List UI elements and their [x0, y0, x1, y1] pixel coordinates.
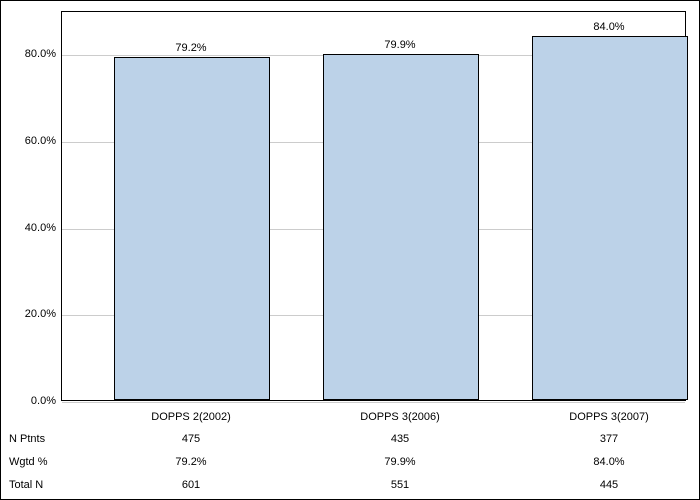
table-cell: 79.2% — [175, 456, 206, 468]
x-category-label: DOPPS 3(2007) — [569, 411, 648, 423]
y-tick-label: 0.0% — [1, 395, 56, 407]
bar — [532, 36, 688, 400]
gridline — [62, 402, 685, 403]
table-row-label: Total N — [9, 479, 43, 491]
table-cell: 445 — [600, 479, 618, 491]
table-cell: 377 — [600, 433, 618, 445]
bar-value-label: 84.0% — [593, 21, 624, 33]
table-cell: 475 — [182, 433, 200, 445]
bar — [323, 54, 479, 400]
table-cell: 84.0% — [593, 456, 624, 468]
y-tick-label: 40.0% — [1, 222, 56, 234]
table-cell: 79.9% — [384, 456, 415, 468]
table-cell: 551 — [391, 479, 409, 491]
table-row-label: N Ptnts — [9, 433, 45, 445]
table-cell: 601 — [182, 479, 200, 491]
chart-container: 0.0% 20.0% 40.0% 60.0% 80.0% 79.2% DOPPS 2(200… — [0, 0, 700, 500]
table-cell: 435 — [391, 433, 409, 445]
plot-area — [61, 11, 686, 401]
table-row-label: Wgtd % — [9, 456, 48, 468]
y-tick-label: 60.0% — [1, 135, 56, 147]
bar-value-label: 79.2% — [175, 42, 206, 54]
y-tick-label: 80.0% — [1, 48, 56, 60]
bar-value-label: 79.9% — [384, 39, 415, 51]
y-tick-label: 20.0% — [1, 308, 56, 320]
bar — [114, 57, 270, 400]
x-category-label: DOPPS 2(2002) — [151, 411, 230, 423]
x-category-label: DOPPS 3(2006) — [360, 411, 439, 423]
